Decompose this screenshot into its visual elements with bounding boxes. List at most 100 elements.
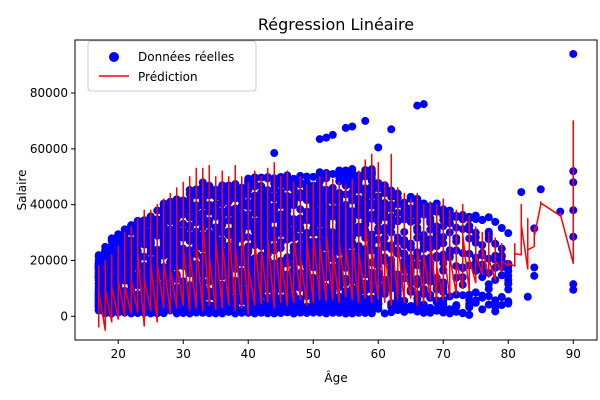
y-tick-label: 60000 bbox=[30, 142, 68, 156]
data-point bbox=[380, 309, 389, 318]
data-point bbox=[367, 302, 376, 311]
y-tick-label: 80000 bbox=[30, 86, 68, 100]
data-point bbox=[387, 125, 396, 134]
data-point bbox=[361, 116, 370, 125]
x-tick-label: 20 bbox=[111, 347, 126, 361]
y-axis-ticks: 0 20000 40000 60000 80000 bbox=[30, 86, 75, 323]
data-point bbox=[504, 275, 513, 284]
x-axis-label: Âge bbox=[324, 370, 347, 385]
data-point bbox=[419, 199, 428, 208]
data-point bbox=[497, 271, 506, 280]
data-point bbox=[270, 149, 279, 158]
data-point bbox=[419, 300, 428, 309]
data-point bbox=[465, 303, 474, 312]
data-point bbox=[419, 308, 428, 317]
data-point bbox=[101, 247, 110, 256]
data-point bbox=[569, 49, 578, 58]
data-point bbox=[283, 306, 292, 315]
y-tick-label: 0 bbox=[60, 309, 68, 323]
data-point bbox=[530, 271, 539, 280]
data-point bbox=[452, 302, 461, 311]
data-point bbox=[250, 307, 259, 316]
data-point bbox=[569, 285, 578, 294]
data-point bbox=[270, 305, 279, 314]
data-point bbox=[289, 174, 298, 183]
data-point bbox=[478, 293, 487, 302]
y-tick-label: 40000 bbox=[30, 198, 68, 212]
data-point bbox=[478, 273, 487, 282]
data-point bbox=[205, 309, 214, 318]
legend-label-prediction: Prédiction bbox=[138, 70, 198, 84]
data-point bbox=[94, 252, 103, 261]
data-point bbox=[296, 304, 305, 313]
x-tick-label: 80 bbox=[501, 347, 516, 361]
data-point bbox=[107, 244, 116, 253]
data-point bbox=[335, 177, 344, 186]
data-point bbox=[517, 188, 526, 197]
data-point bbox=[322, 298, 331, 307]
legend: Données réelles Prédiction bbox=[87, 40, 257, 92]
data-point bbox=[276, 299, 285, 308]
data-point bbox=[315, 135, 324, 144]
data-point bbox=[296, 171, 305, 180]
data-point bbox=[478, 305, 487, 314]
data-point bbox=[302, 302, 311, 311]
data-point bbox=[484, 213, 493, 222]
data-point bbox=[471, 288, 480, 297]
data-point bbox=[341, 173, 350, 182]
data-point bbox=[458, 291, 467, 300]
data-point bbox=[315, 307, 324, 316]
x-axis-ticks: 20 30 40 50 60 70 80 90 bbox=[111, 340, 581, 361]
data-point bbox=[536, 185, 545, 194]
data-point bbox=[458, 308, 467, 317]
data-point bbox=[341, 296, 350, 305]
data-point bbox=[484, 300, 493, 309]
x-tick-label: 30 bbox=[176, 347, 191, 361]
data-point bbox=[328, 169, 337, 178]
data-point bbox=[523, 292, 532, 301]
data-point bbox=[341, 309, 350, 318]
data-point bbox=[497, 223, 506, 232]
data-point bbox=[484, 280, 493, 289]
data-point bbox=[497, 301, 506, 310]
data-point bbox=[497, 293, 506, 302]
data-point bbox=[491, 217, 500, 226]
data-point bbox=[484, 292, 493, 301]
data-point bbox=[127, 222, 136, 231]
data-point bbox=[107, 236, 116, 245]
data-point bbox=[426, 303, 435, 312]
data-point bbox=[374, 143, 383, 152]
data-point bbox=[309, 303, 318, 312]
data-point bbox=[289, 299, 298, 308]
data-point bbox=[341, 123, 350, 132]
data-point bbox=[159, 309, 168, 318]
data-point bbox=[257, 302, 266, 311]
prediction-line-layer bbox=[97, 120, 575, 331]
data-point bbox=[478, 216, 487, 225]
legend-box bbox=[87, 40, 257, 92]
data-point bbox=[432, 306, 441, 315]
data-point bbox=[471, 296, 480, 305]
data-point bbox=[504, 285, 513, 294]
data-point bbox=[237, 307, 246, 316]
data-point bbox=[367, 309, 376, 318]
data-point bbox=[439, 302, 448, 311]
data-point bbox=[406, 302, 415, 311]
data-point bbox=[335, 166, 344, 175]
y-tick-label: 20000 bbox=[30, 253, 68, 267]
data-point bbox=[491, 296, 500, 305]
data-point bbox=[322, 133, 331, 142]
data-point bbox=[393, 303, 402, 312]
plot-area bbox=[94, 49, 578, 331]
y-axis-label: Salaire bbox=[15, 169, 29, 210]
data-point bbox=[348, 122, 357, 131]
data-point bbox=[179, 306, 188, 315]
data-point bbox=[569, 280, 578, 289]
data-point bbox=[361, 298, 370, 307]
data-point bbox=[413, 101, 422, 110]
data-point bbox=[322, 309, 331, 318]
data-point bbox=[328, 307, 337, 316]
data-point bbox=[335, 306, 344, 315]
data-point bbox=[263, 308, 272, 317]
